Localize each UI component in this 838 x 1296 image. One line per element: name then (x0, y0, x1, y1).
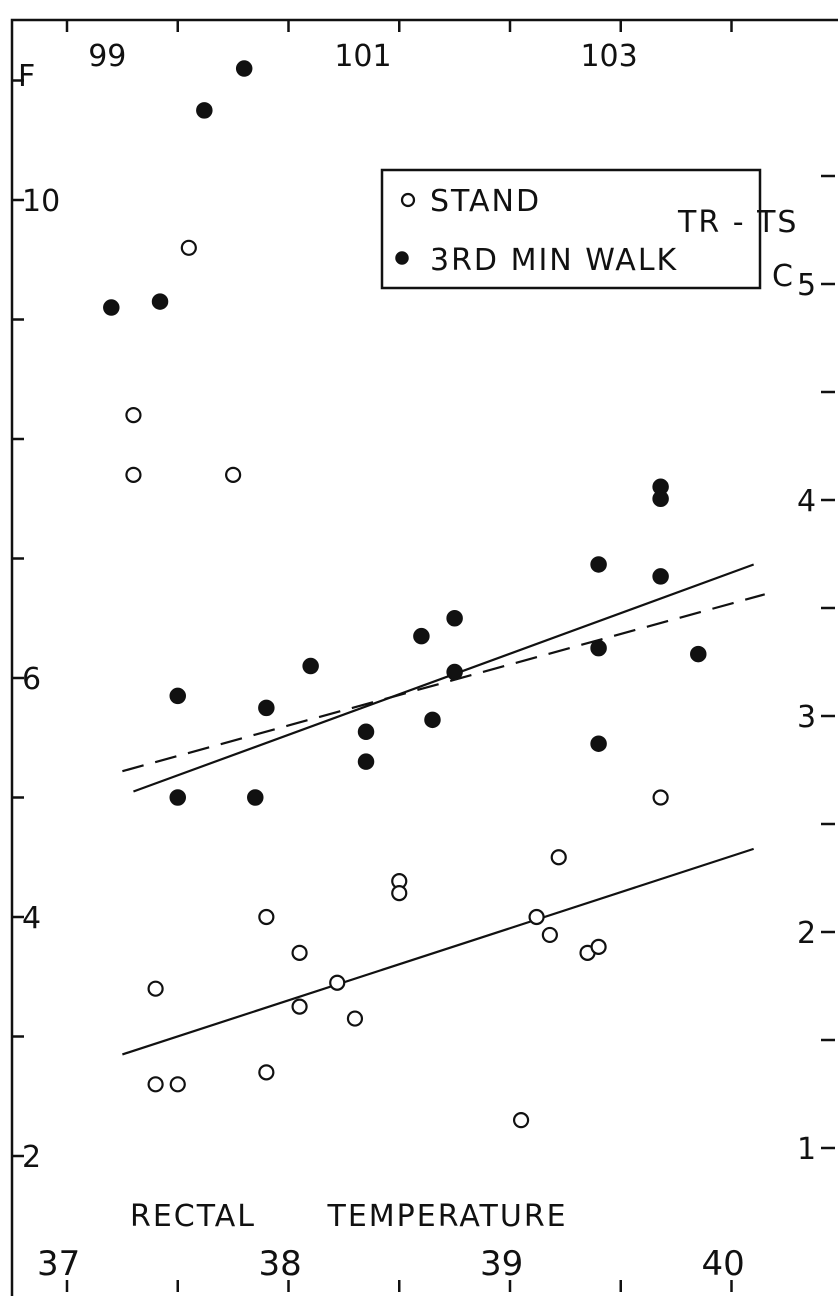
data-point-walk (590, 639, 607, 657)
legend-label-stand: STAND (430, 184, 541, 219)
fit-line-stand (122, 847, 754, 1056)
legend-marker-stand (400, 192, 416, 208)
data-point-walk (652, 490, 669, 507)
data-point-walk (235, 60, 253, 77)
x-tick-label-top: 99 (88, 39, 126, 74)
data-point-stand (590, 938, 607, 955)
data-point-walk (302, 657, 319, 675)
data-point-stand (125, 407, 142, 424)
data-point-walk (169, 687, 186, 705)
data-point-stand (180, 239, 197, 256)
data-point-walk (103, 299, 120, 316)
data-point-walk (357, 753, 375, 770)
fit-line-walk (133, 563, 755, 793)
data-point-stand (258, 1064, 275, 1081)
data-point-walk (690, 645, 707, 663)
y-left-tick-label: 10 (22, 184, 60, 219)
data-point-walk (357, 723, 375, 741)
data-point-stand (258, 908, 275, 926)
right-axis-title: TR - TS (677, 205, 798, 240)
data-point-stand (346, 1010, 364, 1027)
data-point-walk (413, 627, 430, 645)
data-point-walk (590, 735, 607, 752)
x-tick-label-bottom: 39 (480, 1244, 523, 1284)
legend-box (380, 168, 762, 290)
y-left-tick-label: 2 (22, 1140, 41, 1175)
data-point-stand (225, 466, 242, 483)
left-axis-unit: F (18, 59, 35, 94)
data-point-stand (147, 1076, 164, 1093)
data-point-walk (169, 789, 186, 806)
data-point-stand (291, 944, 308, 961)
data-point-stand (512, 1112, 530, 1129)
y-left-tick-label: 4 (22, 901, 41, 936)
x-tick-label-bottom: 38 (259, 1244, 302, 1284)
data-point-walk (590, 556, 607, 573)
data-points (103, 60, 707, 1129)
data-point-walk (258, 699, 275, 717)
data-point-stand (169, 1076, 186, 1093)
y-right-tick-label: 1 (797, 1132, 816, 1167)
data-point-walk (196, 102, 213, 119)
x-tick-label-bottom: 40 (702, 1244, 745, 1284)
data-point-stand (329, 974, 346, 991)
data-point-stand (528, 908, 545, 926)
data-point-walk (652, 568, 669, 585)
data-point-walk (247, 789, 264, 806)
data-point-stand (550, 849, 567, 866)
x-axis-title: RECTAL TEMPERATURE (130, 1199, 568, 1234)
y-right-tick-label: 4 (797, 484, 816, 519)
y-left-tick-label: 6 (22, 662, 41, 697)
plot-frame (10, 18, 838, 1296)
y-right-tick-label: 2 (797, 916, 816, 951)
y-right-tick-label: 3 (797, 700, 816, 735)
x-tick-label-bottom: 37 (37, 1244, 80, 1284)
data-point-stand (541, 926, 558, 944)
fit-line-walk-dashed (122, 593, 766, 773)
data-point-stand (147, 980, 164, 997)
legend-marker-walk (395, 251, 409, 265)
y-right-tick-label: 5 (797, 268, 816, 303)
x-tick-label-top: 103 (580, 39, 637, 74)
legend-label-walk: 3RD MIN WALK (430, 243, 678, 278)
right-axis-unit: C (772, 259, 793, 294)
data-point-stand (391, 884, 408, 902)
data-point-stand (652, 789, 669, 806)
legend: STAND 3RD MIN WALK (380, 168, 762, 290)
x-tick-label-top: 101 (334, 39, 391, 74)
data-point-walk (446, 610, 463, 627)
data-point-walk (424, 711, 441, 729)
data-point-stand (125, 466, 142, 483)
data-point-stand (291, 998, 308, 1015)
data-point-walk (446, 663, 463, 681)
regression-lines (122, 563, 766, 1056)
data-point-walk (151, 293, 169, 310)
